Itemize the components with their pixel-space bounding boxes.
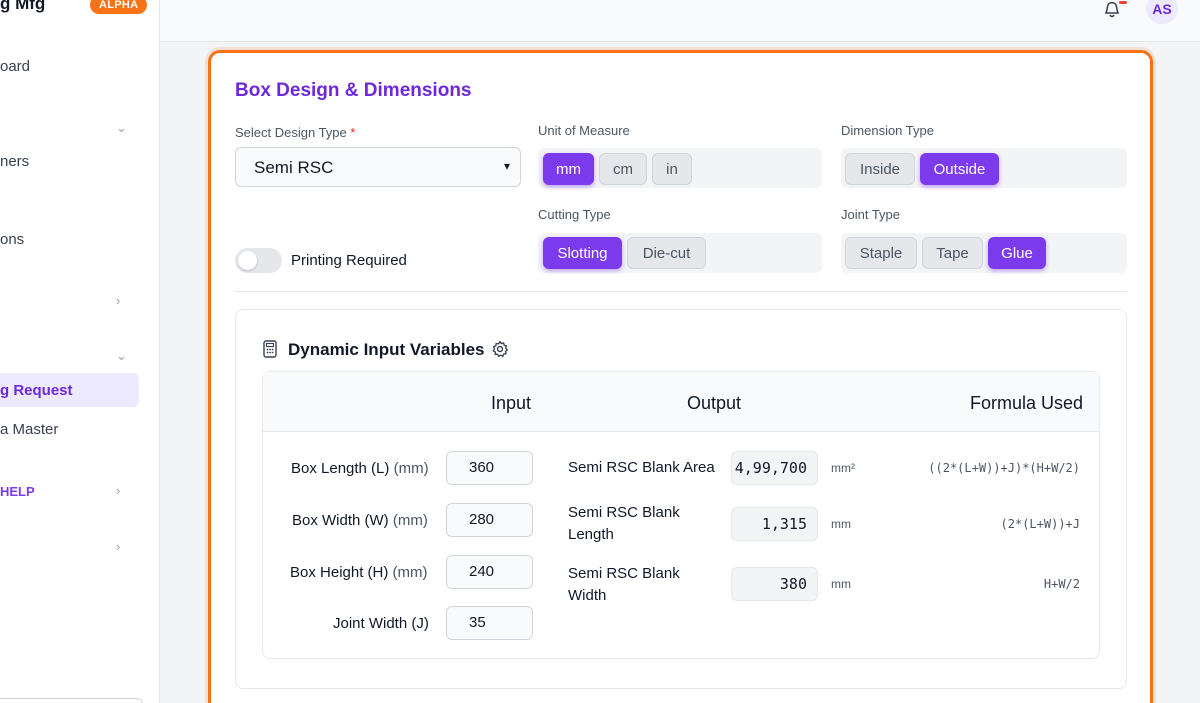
unit-width: mm bbox=[831, 577, 851, 591]
cutting-option-diecut[interactable]: Die-cut bbox=[627, 237, 706, 269]
top-bar bbox=[160, 0, 1200, 42]
divider bbox=[235, 291, 1127, 292]
joint-option-staple[interactable]: Staple bbox=[845, 237, 917, 269]
sidebar: g Mfg ALPHA oard ⌄ ners ons › ⌄ g Reques… bbox=[0, 0, 160, 703]
sidebar-footer-card bbox=[0, 698, 143, 703]
sidebar-item-dashboard[interactable]: oard bbox=[0, 58, 31, 75]
printing-toggle[interactable] bbox=[235, 248, 282, 273]
bell-icon[interactable] bbox=[1102, 0, 1122, 18]
printing-label: Printing Required bbox=[291, 252, 407, 269]
output-label-length: Semi RSC Blank Length bbox=[568, 504, 680, 543]
brand-name: g Mfg bbox=[0, 0, 46, 13]
input-label-joint: Joint Width (J) bbox=[333, 615, 429, 632]
alpha-badge: ALPHA bbox=[90, 0, 148, 14]
box-width-input[interactable]: 280 bbox=[446, 503, 533, 537]
unit-length: mm bbox=[831, 517, 851, 531]
cutting-option-slotting[interactable]: Slotting bbox=[543, 237, 622, 269]
joint-option-tape[interactable]: Tape bbox=[922, 237, 983, 269]
input-label-length: Box Length (L) (mm) bbox=[291, 460, 429, 477]
avatar[interactable]: AS bbox=[1146, 0, 1178, 24]
chevron-right-icon[interactable]: › bbox=[116, 539, 121, 554]
joint-option-glue[interactable]: Glue bbox=[988, 237, 1046, 269]
chevron-right-icon[interactable]: › bbox=[116, 293, 121, 308]
unit-option-cm[interactable]: cm bbox=[599, 153, 647, 185]
panel-title: Dynamic Input Variables bbox=[288, 340, 485, 359]
dimension-option-outside[interactable]: Outside bbox=[920, 153, 999, 185]
unit-option-mm[interactable]: mm bbox=[543, 153, 594, 185]
sidebar-item-help[interactable]: HELP bbox=[0, 484, 35, 499]
chevron-down-icon: ▾ bbox=[503, 159, 510, 173]
joint-type-label: Joint Type bbox=[841, 207, 901, 222]
formula-width: H+W/2 bbox=[1043, 577, 1080, 591]
header-formula: Formula Used bbox=[970, 393, 1084, 413]
notification-dot bbox=[1119, 1, 1127, 4]
sidebar-item-options[interactable]: ons bbox=[0, 231, 25, 248]
sidebar-item-master[interactable]: a Master bbox=[0, 421, 59, 438]
box-height-input[interactable]: 240 bbox=[446, 555, 533, 589]
chevron-down-icon[interactable]: ⌄ bbox=[116, 348, 127, 363]
blank-length-output: 1,315 bbox=[731, 507, 818, 541]
dimension-type-label: Dimension Type bbox=[841, 123, 934, 138]
formula-length: (2*(L+W))+J bbox=[1000, 517, 1080, 531]
box-length-input[interactable]: 360 bbox=[446, 451, 533, 485]
chevron-right-icon[interactable]: › bbox=[116, 483, 121, 498]
dimension-option-inside[interactable]: Inside bbox=[845, 153, 915, 185]
input-label-height: Box Height (H) (mm) bbox=[290, 564, 428, 581]
output-label-area: Semi RSC Blank Area bbox=[568, 459, 715, 476]
design-type-value: Semi RSC bbox=[254, 158, 334, 177]
header-input: Input bbox=[491, 393, 532, 413]
cutting-type-label: Cutting Type bbox=[538, 207, 611, 222]
joint-width-input[interactable]: 35 bbox=[446, 606, 533, 640]
sidebar-item-label: g Request bbox=[0, 382, 73, 399]
table-header bbox=[263, 372, 1099, 432]
header-output: Output bbox=[687, 393, 742, 413]
blank-area-output: 4,99,700 bbox=[731, 451, 818, 485]
input-label-width: Box Width (W) (mm) bbox=[292, 512, 428, 529]
formula-area: ((2*(L+W))+J)*(H+W/2) bbox=[928, 461, 1080, 475]
design-type-label: Select Design Type * bbox=[235, 125, 356, 140]
unit-option-in[interactable]: in bbox=[652, 153, 692, 185]
gear-icon[interactable] bbox=[491, 340, 509, 358]
sidebar-item-request[interactable]: g Request bbox=[0, 373, 139, 407]
calculator-icon bbox=[263, 340, 277, 358]
blank-width-output: 380 bbox=[731, 567, 818, 601]
unit-label: Unit of Measure bbox=[538, 123, 630, 138]
unit-area: mm² bbox=[831, 461, 855, 475]
chevron-down-icon[interactable]: ⌄ bbox=[116, 120, 127, 135]
design-type-select[interactable]: Semi RSC ▾ bbox=[235, 147, 521, 187]
output-label-width: Semi RSC Blank Width bbox=[568, 565, 680, 604]
sidebar-item-customers[interactable]: ners bbox=[0, 153, 30, 170]
section-title: Box Design & Dimensions bbox=[235, 80, 472, 101]
